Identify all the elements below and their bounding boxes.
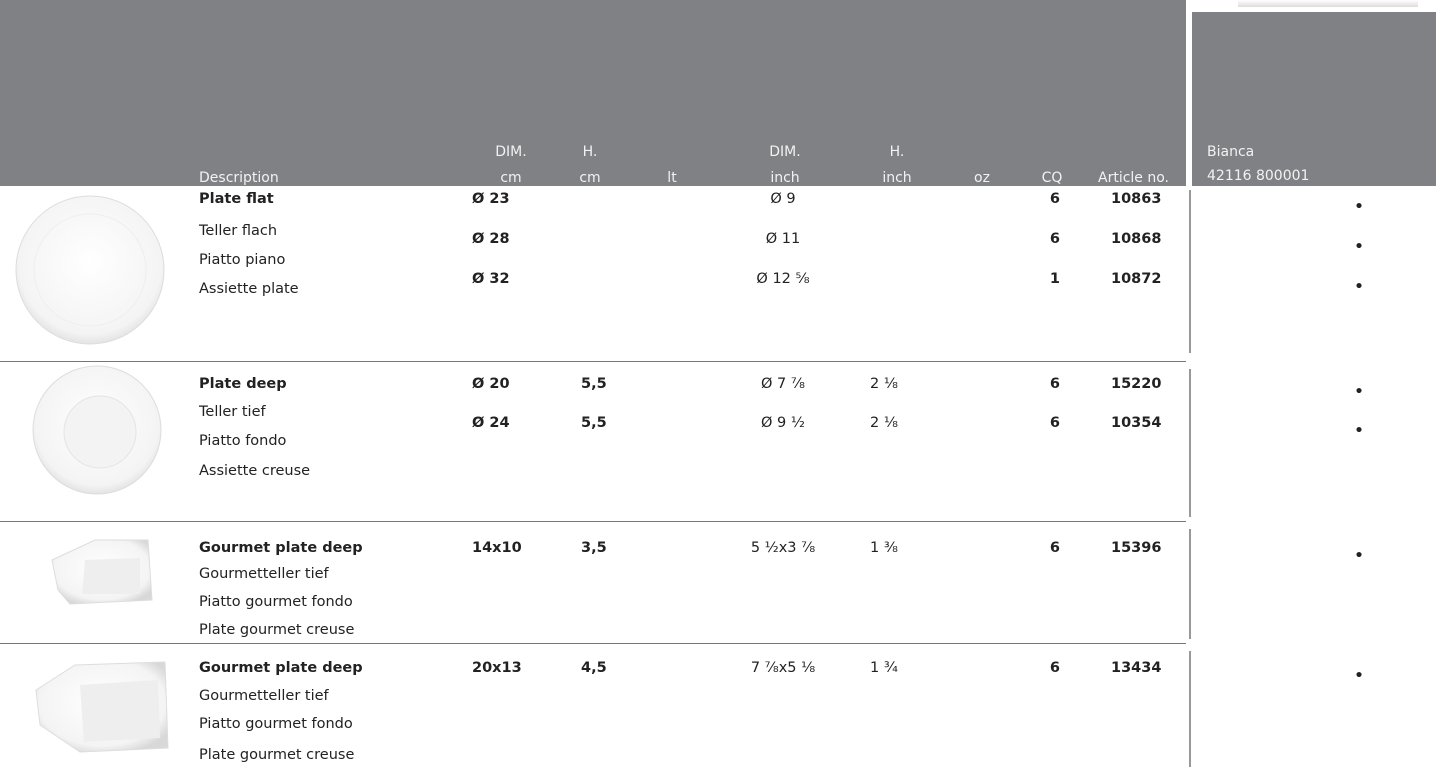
cell-h-cm: 4,5 <box>581 660 607 676</box>
plate-well <box>63 395 137 469</box>
row-separator <box>0 361 1186 362</box>
header-band <box>0 0 1186 186</box>
cell-dim-inch: Ø 12 ⅝ <box>756 271 810 287</box>
description: Gourmet plate deep <box>199 660 363 676</box>
description: Piatto gourmet fondo <box>199 594 353 610</box>
description: Teller tief <box>199 404 266 420</box>
description: Gourmetteller tief <box>199 688 329 704</box>
column-header: 42116 800001 <box>1207 168 1310 184</box>
cell-article: 10354 <box>1111 415 1162 431</box>
cell-h-inch: 2 ⅛ <box>870 376 898 392</box>
column-header: inch <box>770 170 800 186</box>
cell-cq: 6 <box>1049 540 1060 556</box>
description: Piatto gourmet fondo <box>199 716 353 732</box>
cell-article: 13434 <box>1111 660 1162 676</box>
description: Piatto fondo <box>199 433 287 449</box>
column-divider <box>1189 369 1191 517</box>
column-header: DIM. <box>495 144 527 160</box>
column-header: CQ <box>1041 170 1063 186</box>
header-band-right <box>1192 12 1436 186</box>
column-header: DIM. <box>769 144 801 160</box>
cell-dim-inch: Ø 9 <box>770 191 796 207</box>
cell-cq: 6 <box>1049 376 1060 392</box>
column-divider <box>1189 190 1191 353</box>
cell-dim-inch: 7 ⅞x5 ⅛ <box>750 660 816 676</box>
cell-mark: • <box>1354 279 1364 295</box>
description: Plate gourmet creuse <box>199 622 355 638</box>
cell-cq: 6 <box>1049 231 1060 247</box>
cell-article: 10863 <box>1111 191 1162 207</box>
cell-dim-cm: Ø 23 <box>472 191 510 207</box>
plate-flat-image <box>15 195 165 345</box>
column-header: cm <box>579 170 601 186</box>
description: Gourmetteller tief <box>199 566 329 582</box>
cell-article: 10868 <box>1111 231 1162 247</box>
cell-h-cm: 5,5 <box>581 376 607 392</box>
cell-dim-inch: 5 ½x3 ⅞ <box>750 540 816 556</box>
description: Assiette creuse <box>199 463 311 479</box>
description: Piatto piano <box>199 252 286 268</box>
column-divider <box>1189 529 1191 639</box>
cell-h-inch: 2 ⅛ <box>870 415 898 431</box>
description: Plate deep <box>199 376 287 392</box>
column-header: Bianca <box>1207 144 1255 160</box>
cell-dim-cm: Ø 20 <box>472 376 510 392</box>
cell-article: 10872 <box>1111 271 1162 287</box>
cell-dim-inch: Ø 7 ⅞ <box>761 376 805 392</box>
cell-dim-cm: Ø 28 <box>472 231 510 247</box>
cell-dim-inch: Ø 11 <box>765 231 801 247</box>
cell-mark: • <box>1354 548 1364 564</box>
product-images <box>15 195 169 753</box>
cell-h-inch: 1 ¾ <box>870 660 898 676</box>
description: Teller flach <box>199 223 278 239</box>
gourmet-well <box>80 680 160 742</box>
row-separator <box>0 643 1186 644</box>
description: Gourmet plate deep <box>199 540 363 556</box>
column-header: Article no. <box>1098 170 1170 186</box>
cell-mark: • <box>1354 239 1364 255</box>
column-header: inch <box>882 170 912 186</box>
cell-mark: • <box>1354 423 1364 439</box>
cell-mark: • <box>1354 199 1364 215</box>
column-header: H. <box>582 144 598 160</box>
cell-dim-cm: Ø 32 <box>472 271 510 287</box>
cell-cq: 6 <box>1049 415 1060 431</box>
cell-article: 15220 <box>1111 376 1162 392</box>
cell-mark: • <box>1354 384 1364 400</box>
cell-article: 15396 <box>1111 540 1162 556</box>
description: Plate gourmet creuse <box>199 747 355 763</box>
cell-mark: • <box>1354 668 1364 684</box>
column-header: H. <box>889 144 905 160</box>
cell-h-inch: 1 ⅜ <box>870 540 898 556</box>
cell-dim-inch: Ø 9 ½ <box>761 415 805 431</box>
column-header: cm <box>500 170 522 186</box>
cell-cq: 6 <box>1049 191 1060 207</box>
gourmet-well <box>82 558 140 594</box>
image-fragment <box>1238 0 1418 7</box>
cell-dim-cm: 14x10 <box>472 540 522 556</box>
cell-h-cm: 3,5 <box>581 540 607 556</box>
description: Plate flat <box>199 191 274 207</box>
cell-cq: 1 <box>1049 271 1060 287</box>
row-separator <box>0 521 1186 522</box>
cell-dim-cm: 20x13 <box>472 660 522 676</box>
description: Assiette plate <box>199 281 299 297</box>
cell-dim-cm: Ø 24 <box>472 415 510 431</box>
plate-rim <box>33 213 147 327</box>
cell-cq: 6 <box>1049 660 1060 676</box>
column-header: Description <box>199 170 279 186</box>
cell-h-cm: 5,5 <box>581 415 607 431</box>
column-header: oz <box>974 170 990 186</box>
column-header: lt <box>667 170 677 186</box>
column-divider <box>1189 651 1191 767</box>
